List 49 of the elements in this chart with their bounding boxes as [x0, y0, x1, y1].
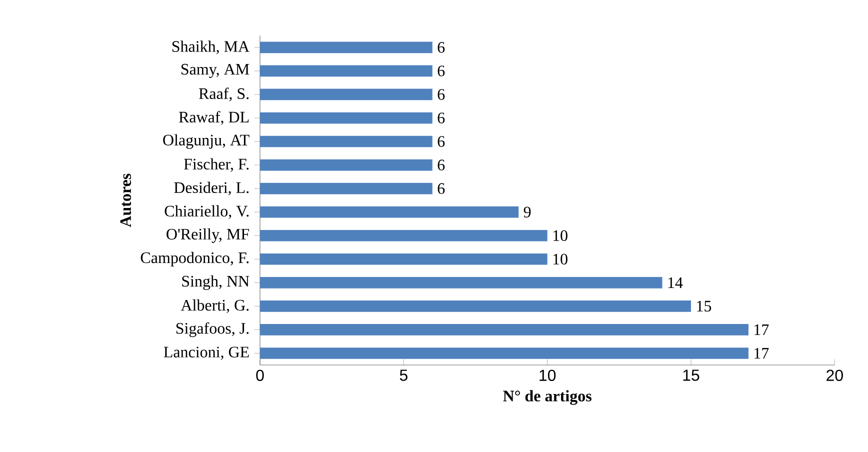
x-tick-label: 0: [256, 370, 264, 382]
bar: [260, 348, 748, 359]
y-tick-label: Fischer, F.: [184, 158, 249, 172]
y-axis-title: Autores: [120, 174, 132, 228]
data-label: 6: [438, 183, 445, 194]
data-label: 9: [524, 206, 531, 218]
bar: [260, 276, 662, 288]
y-tick-label: Olagunju, AT: [163, 134, 250, 149]
data-label: 6: [438, 66, 445, 76]
bar: [260, 65, 432, 77]
bar: [260, 230, 548, 242]
y-tick-label: Sigafoos, J.: [176, 322, 249, 338]
data-label: 17: [754, 324, 769, 335]
data-label: 6: [438, 136, 445, 147]
data-label: 6: [438, 89, 445, 100]
x-tick-label: 15: [683, 370, 700, 381]
bar: [260, 112, 432, 124]
y-tick-label: Singh, NN: [182, 275, 250, 290]
data-label: 6: [438, 112, 445, 124]
y-tick-label: Desideri, L.: [174, 182, 249, 196]
x-tick-label: 20: [826, 370, 843, 382]
y-tick-label: O'Reilly, MF: [166, 228, 250, 243]
y-tick-label: Lancioni, GE: [164, 346, 249, 360]
data-label: 10: [553, 254, 568, 265]
y-tick-label: Rawaf, DL: [178, 111, 249, 125]
data-label: 6: [438, 160, 445, 170]
y-tick-label: Alberti, G.: [180, 299, 249, 313]
y-tick-label: Shaikh, MA: [172, 40, 250, 54]
x-tick-label: 5: [400, 370, 408, 381]
data-label: 15: [697, 300, 712, 312]
bar: [260, 324, 748, 336]
data-label: 6: [438, 42, 445, 53]
bar: [260, 206, 519, 218]
bar: [260, 159, 432, 171]
y-tick-label: Raaf, S.: [198, 88, 249, 102]
data-label: 17: [754, 348, 769, 359]
y-tick-label: Samy, AM: [181, 64, 250, 78]
data-label: 10: [553, 230, 568, 241]
y-tick-label: Chiariello, V.: [164, 205, 249, 219]
bar: [260, 42, 432, 54]
bar: [260, 136, 432, 148]
bar: [260, 300, 691, 312]
bar: [260, 88, 432, 100]
bar: [260, 182, 432, 194]
bar: [260, 253, 548, 265]
x-axis-title: N° de artigos: [503, 390, 592, 405]
data-label: 14: [668, 277, 683, 288]
x-tick-label: 10: [540, 370, 556, 382]
y-tick-label: Campodonico, F.: [140, 252, 249, 266]
